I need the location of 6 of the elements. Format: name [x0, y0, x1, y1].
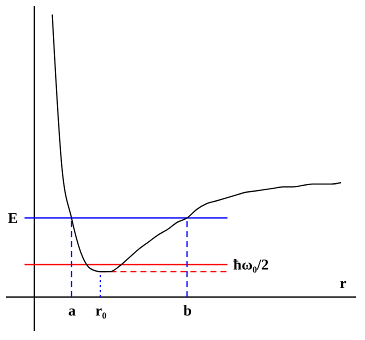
x-tick-label: b: [183, 304, 192, 320]
x-axis-title: r: [340, 276, 347, 292]
ref-line-label: ħω₀/2: [233, 258, 269, 274]
x-tick-label: r₀: [95, 304, 107, 320]
x-tick-label: a: [68, 304, 76, 320]
ref-line-label: E: [8, 210, 18, 227]
